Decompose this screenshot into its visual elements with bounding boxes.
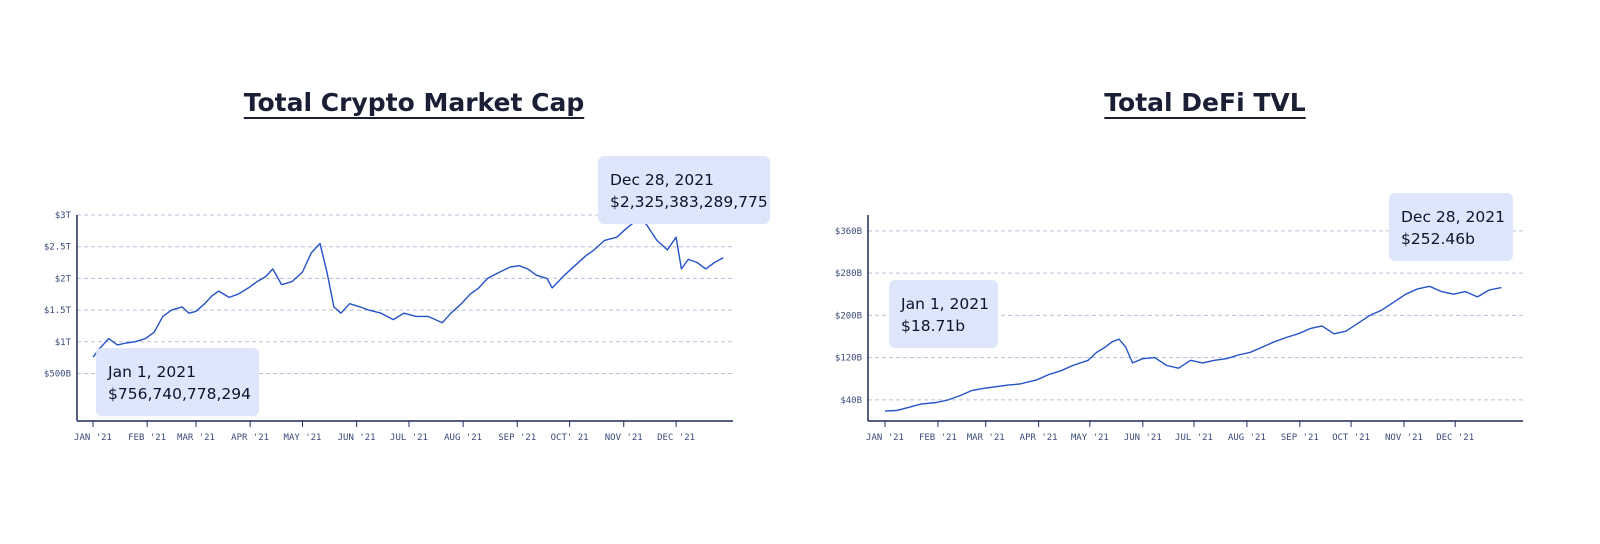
x-tick-label: JAN '21 [866,433,904,443]
x-tick-label: NOV '21 [1385,433,1423,443]
y-tick-label: $360B [835,227,862,237]
y-tick-label: $280B [835,269,862,279]
x-tick-label: AUG '21 [444,433,482,443]
callout-start: Jan 1, 2021 $18.71b [889,280,998,348]
callout-box [598,156,770,224]
y-tick-label: $1T [55,338,72,348]
x-tick-label: JUN '21 [1124,433,1162,443]
series-line [92,217,724,358]
y-tick-label: $120B [835,354,862,364]
y-tick-label: $2T [55,274,72,284]
defi-tvl-chart: $40B $120B $200B $280B $360B JAN '21 FEB '21 MA… [835,193,1523,443]
callout-value: $252.46b [1401,230,1475,248]
crypto-market-cap-chart: $500B $1T $1.5T $2T $2.5T $3T JAN '21 FEB '21 MA… [44,156,770,443]
y-tick-label: $2.5T [44,243,72,253]
x-tick-label: DEC '21 [1436,433,1474,443]
x-tick-label: MAY '21 [284,433,322,443]
chart-title-defi-tvl: Total DeFi TVL [1104,88,1306,117]
y-tick-label: $3T [55,211,72,221]
y-tick-label: $1.5T [44,306,72,316]
callout-end: Dec 28, 2021 $252.46b [1389,193,1513,261]
callout-value: $756,740,778,294 [108,385,251,403]
x-tick-label: DEC '21 [657,433,695,443]
x-tick-label: NOV '21 [605,433,643,443]
y-tick-label: $500B [44,369,71,379]
x-tick-label: FEB '21 [919,433,957,443]
callout-start: Jan 1, 2021 $756,740,778,294 [96,348,259,416]
x-tick-label: AUG '21 [1228,433,1266,443]
x-tick-label: JUL '21 [390,433,428,443]
callout-date: Jan 1, 2021 [107,363,196,381]
callout-value: $2,325,383,289,775 [610,193,768,211]
chart-title-crypto-market-cap: Total Crypto Market Cap [243,88,585,117]
x-tick-label: MAR '21 [177,433,215,443]
x-tick-label: MAR '21 [967,433,1005,443]
x-tick-label: APR '21 [231,433,269,443]
x-tick-label: JUL '21 [1175,433,1213,443]
callout-box [1389,193,1513,261]
y-tick-label: $200B [835,311,862,321]
y-tick-label: $40B [840,396,862,406]
x-tick-label: OCT' 21 [551,433,589,443]
x-tick-label: SEP '21 [498,433,536,443]
callout-box [889,280,998,348]
series-line [884,285,1502,412]
x-tick-label: MAY '21 [1071,433,1109,443]
x-tick-label: SEP '21 [1281,433,1319,443]
x-tick-label: OCT '21 [1332,433,1370,443]
x-tick-label: JAN '21 [74,433,112,443]
callout-end: Dec 28, 2021 $2,325,383,289,775 [598,156,770,224]
callout-date: Dec 28, 2021 [610,171,714,189]
callout-box [96,348,259,416]
x-tick-label: APR '21 [1020,433,1058,443]
x-tick-label: JUN '21 [338,433,376,443]
callout-date: Jan 1, 2021 [900,295,989,313]
x-tick-label: FEB '21 [128,433,166,443]
callout-value: $18.71b [901,317,965,335]
callout-date: Dec 28, 2021 [1401,208,1505,226]
